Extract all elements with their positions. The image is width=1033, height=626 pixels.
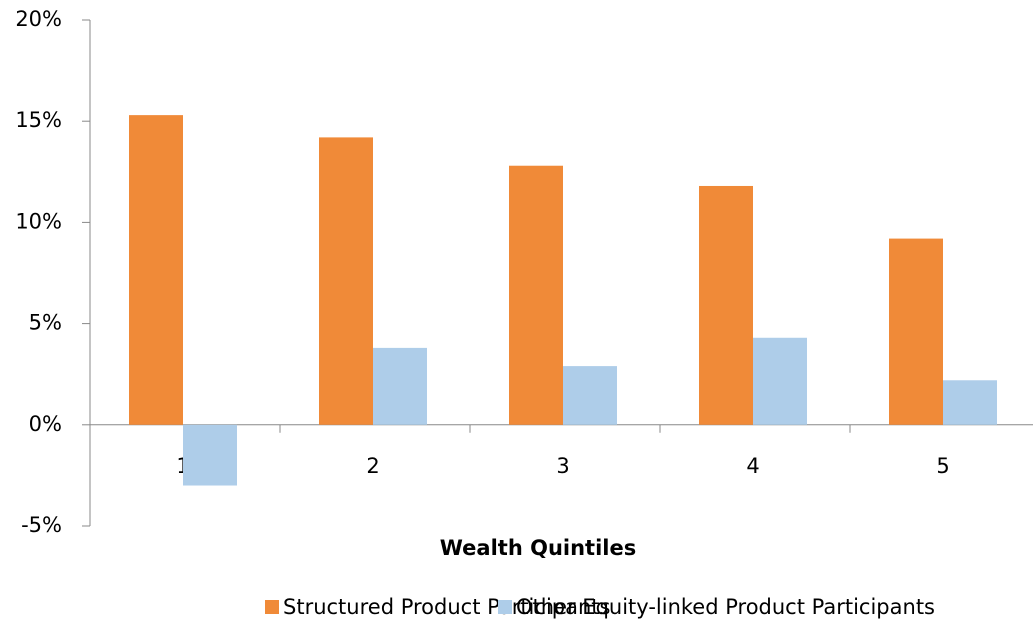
x-tick-label: 5 — [936, 454, 949, 478]
bar — [563, 366, 617, 425]
x-tick-label: 4 — [746, 454, 759, 478]
bar — [129, 115, 183, 425]
y-tick-label: 5% — [29, 311, 62, 335]
legend-swatch — [265, 600, 279, 614]
bar — [509, 165, 563, 425]
bar — [319, 137, 373, 425]
bar — [183, 424, 237, 486]
x-tick-label: 3 — [556, 454, 569, 478]
bar — [373, 347, 427, 425]
y-tick-label: 0% — [29, 412, 62, 436]
legend-label: Structured Product Participants — [283, 595, 610, 619]
bar — [889, 238, 943, 425]
legend-swatch — [498, 600, 512, 614]
bar — [943, 380, 997, 425]
bar — [753, 337, 807, 425]
bar — [699, 185, 753, 425]
y-tick-label: 15% — [15, 108, 62, 132]
y-tick-label: -5% — [21, 513, 62, 537]
y-tick-label: 20% — [15, 7, 62, 31]
legend-label: Other Equity-linked Product Participants — [516, 595, 935, 619]
x-tick-label: 2 — [366, 454, 379, 478]
x-axis-title: Wealth Quintiles — [440, 536, 636, 560]
y-tick-label: 10% — [15, 209, 62, 233]
